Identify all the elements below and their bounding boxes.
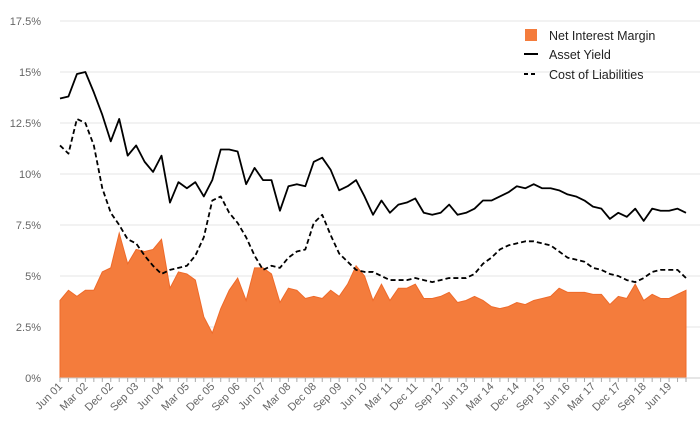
- legend-item-net-interest-margin[interactable]: Net Interest Margin: [525, 29, 655, 43]
- series-line-asset-yield: [59, 71, 687, 222]
- area-layer: [59, 231, 687, 379]
- x-tick-label: Sep 03: [108, 381, 141, 414]
- legend-label-net-interest-margin: Net Interest Margin: [549, 29, 655, 43]
- x-tick-label: Sep 18: [616, 381, 649, 414]
- x-tick-label: Sep 15: [514, 381, 547, 414]
- y-tick-label: 7.5%: [16, 220, 41, 232]
- x-tick-label: Sep 06: [210, 381, 243, 414]
- y-tick-label: 2.5%: [16, 322, 41, 334]
- legend-label-cost-of-liabilities: Cost of Liabilities: [549, 68, 644, 82]
- x-tick-label: Sep 09: [311, 381, 344, 414]
- legend-label-asset-yield: Asset Yield: [549, 48, 611, 62]
- y-tick-label: 10%: [19, 169, 41, 181]
- x-tick-label: Sep 12: [413, 381, 446, 414]
- legend: Net Interest Margin Asset Yield Cost of …: [524, 29, 655, 82]
- y-tick-label: 12.5%: [10, 118, 41, 130]
- series-area-net-interest-margin: [59, 231, 687, 379]
- y-tick-label: 5%: [25, 271, 41, 283]
- x-tick-label: Jun 19: [642, 381, 674, 413]
- y-axis: 0% 2.5% 5% 7.5% 10% 12.5% 15% 17.5%: [10, 16, 41, 385]
- y-tick-label: 0%: [25, 373, 41, 385]
- x-tick-label: Jun 10: [338, 381, 370, 413]
- legend-swatch-net-interest-margin: [525, 29, 537, 41]
- y-tick-label: 15%: [19, 67, 41, 79]
- line-layer: [59, 71, 687, 284]
- series-line-cost-of-liabilities: [59, 118, 687, 284]
- legend-item-cost-of-liabilities[interactable]: Cost of Liabilities: [524, 68, 644, 82]
- legend-item-asset-yield[interactable]: Asset Yield: [524, 48, 611, 62]
- y-tick-label: 17.5%: [10, 16, 41, 28]
